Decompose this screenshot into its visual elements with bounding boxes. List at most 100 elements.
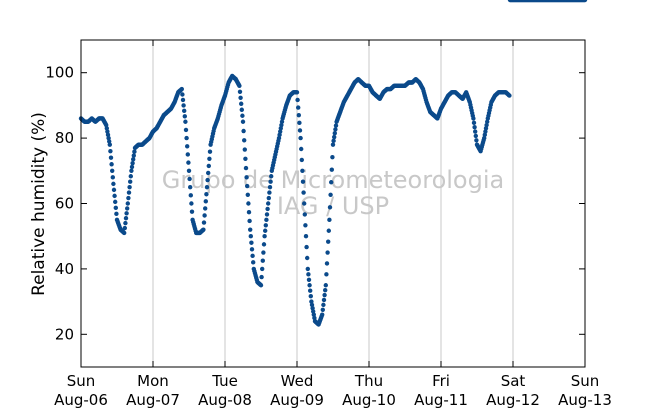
data-point xyxy=(260,258,265,263)
data-point xyxy=(473,129,478,134)
data-point xyxy=(105,132,111,138)
data-point xyxy=(305,266,310,272)
data-point xyxy=(332,134,337,140)
data-point xyxy=(206,170,211,176)
data-point xyxy=(484,122,489,128)
data-point xyxy=(261,250,266,255)
x-tick-label-date: Aug-13 xyxy=(558,391,612,409)
data-point xyxy=(105,129,110,134)
data-point xyxy=(240,113,245,118)
data-point xyxy=(188,193,193,198)
data-point xyxy=(266,201,271,206)
data-point xyxy=(246,201,251,206)
data-point xyxy=(264,217,269,223)
data-point xyxy=(303,234,309,239)
data-point xyxy=(473,133,478,139)
x-tick-label-weekday: Thu xyxy=(354,372,383,390)
data-point xyxy=(507,93,512,98)
data-point xyxy=(180,92,185,97)
data-point xyxy=(251,260,256,265)
data-point xyxy=(124,211,129,216)
data-point xyxy=(326,228,331,233)
data-point xyxy=(258,283,264,288)
data-point xyxy=(205,177,210,183)
data-point xyxy=(107,142,113,147)
watermark-line-2: IAG / USP xyxy=(277,192,389,220)
data-point xyxy=(279,119,285,124)
data-point xyxy=(248,234,253,239)
data-point xyxy=(189,209,195,214)
data-point xyxy=(267,184,273,190)
data-point xyxy=(306,272,311,277)
data-point xyxy=(249,247,255,252)
data-point xyxy=(331,138,336,144)
data-point xyxy=(302,212,307,217)
data-point xyxy=(239,107,244,112)
data-point xyxy=(474,138,479,143)
data-point xyxy=(129,168,134,173)
data-point xyxy=(323,287,328,293)
data-point xyxy=(237,89,243,94)
x-tick-label-date: Aug-07 xyxy=(126,391,180,409)
x-tick-label-weekday: Tue xyxy=(211,372,238,390)
x-tick-label-date: Aug-06 xyxy=(54,391,108,409)
data-point xyxy=(328,192,333,197)
data-point xyxy=(300,168,305,173)
data-point xyxy=(263,223,268,228)
y-tick-label: 20 xyxy=(55,325,74,343)
data-point xyxy=(308,293,313,299)
watermark: Grupo de Micrometeorologia IAG / USP xyxy=(162,166,504,220)
data-point xyxy=(111,181,116,187)
data-point xyxy=(329,180,334,185)
data-point xyxy=(330,142,336,147)
data-point xyxy=(182,114,187,119)
data-point xyxy=(294,90,300,95)
data-point xyxy=(125,206,130,211)
data-point xyxy=(181,103,186,108)
y-tick-label: 80 xyxy=(55,129,74,147)
data-point xyxy=(321,297,327,303)
data-point xyxy=(243,156,248,162)
data-point xyxy=(266,195,271,201)
data-point xyxy=(185,152,190,157)
data-point xyxy=(307,283,312,288)
data-point xyxy=(238,95,243,100)
data-point xyxy=(125,201,130,206)
data-point xyxy=(320,307,325,312)
data-point xyxy=(299,157,304,163)
data-point xyxy=(239,101,244,106)
data-point xyxy=(327,217,332,223)
data-point xyxy=(277,132,282,138)
x-tick-label-date: Aug-11 xyxy=(414,391,468,409)
data-point xyxy=(278,126,283,131)
data-point xyxy=(186,160,191,165)
data-point xyxy=(206,163,211,169)
data-point xyxy=(260,266,265,272)
data-point xyxy=(184,135,189,141)
data-point xyxy=(482,132,487,138)
data-point xyxy=(180,97,186,103)
data-point xyxy=(582,0,588,3)
x-tick-label-weekday: Wed xyxy=(281,372,314,390)
data-point xyxy=(261,242,267,247)
data-point xyxy=(201,220,207,225)
data-point xyxy=(183,127,189,133)
data-point xyxy=(483,126,489,131)
data-point xyxy=(333,127,338,132)
data-point xyxy=(128,174,133,179)
data-point xyxy=(325,250,330,255)
data-point xyxy=(113,205,119,211)
data-point xyxy=(321,302,326,308)
data-point xyxy=(308,288,313,293)
data-point xyxy=(126,190,132,195)
data-point xyxy=(242,147,247,152)
data-point xyxy=(113,199,118,205)
data-point xyxy=(203,206,208,211)
data-point xyxy=(245,183,250,189)
data-point xyxy=(106,135,111,141)
x-tick-label-weekday: Fri xyxy=(432,372,450,390)
data-point xyxy=(189,201,194,206)
data-point xyxy=(311,309,316,314)
data-point xyxy=(128,179,133,184)
data-point xyxy=(279,122,284,128)
